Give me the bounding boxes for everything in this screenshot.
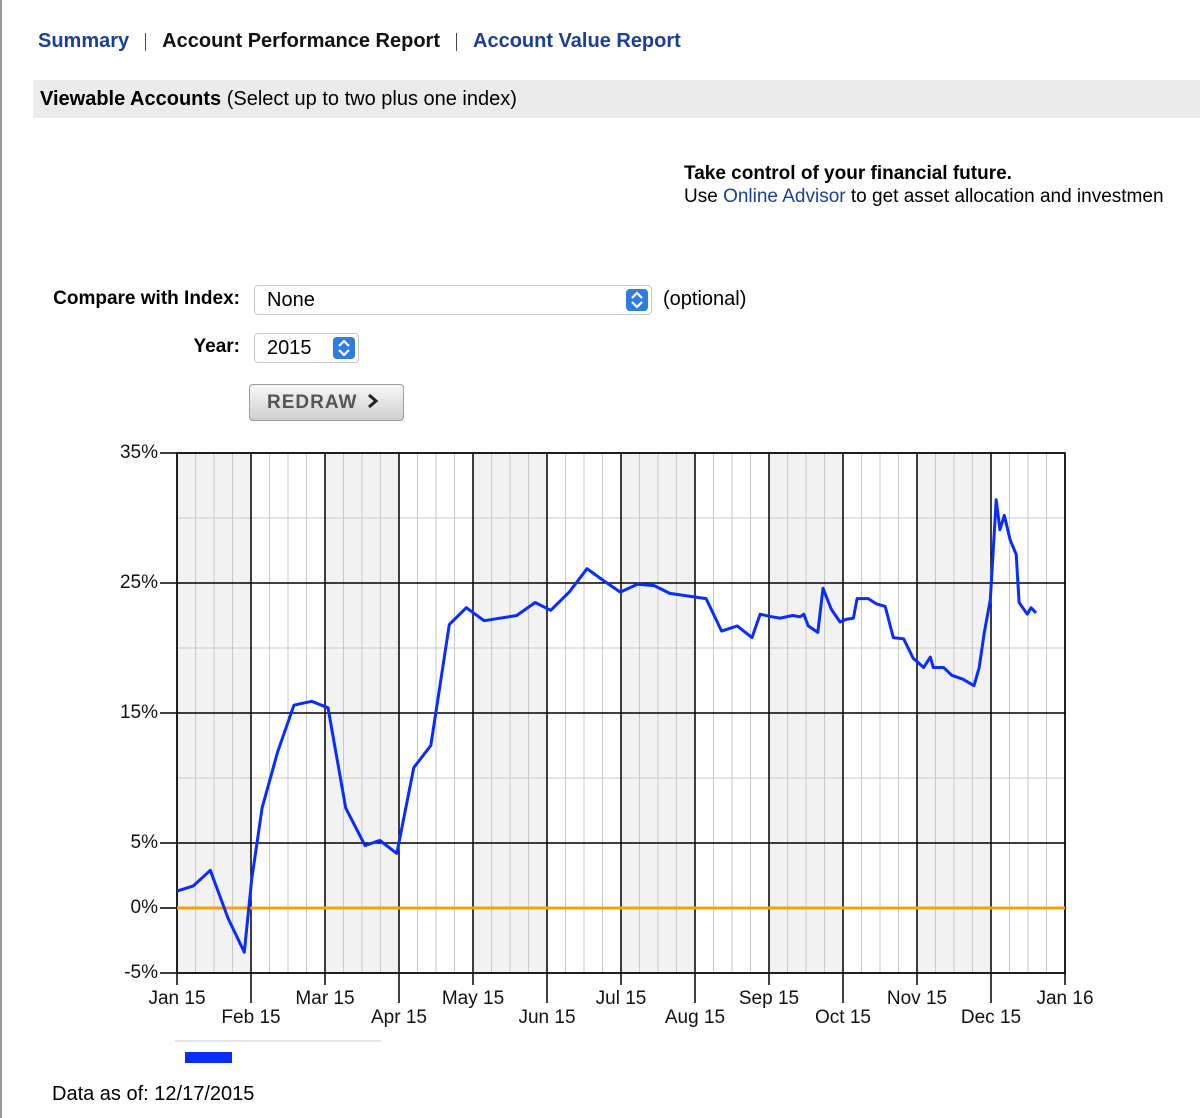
index-value: None [267, 289, 315, 311]
year-value: 2015 [267, 337, 312, 359]
accounts-bar: Viewable Accounts (Select up to two plus… [33, 80, 1200, 118]
x-tick-label: Jun 15 [518, 1007, 575, 1028]
year-select[interactable]: 2015 [254, 333, 359, 363]
y-tick-label: 35% [120, 442, 158, 463]
promo-link[interactable]: Online Advisor [723, 186, 846, 207]
nav-separator [145, 32, 147, 51]
x-tick-label: Jul 15 [596, 988, 647, 1009]
x-tick-label: Oct 15 [815, 1007, 871, 1028]
select-chevron [333, 337, 355, 359]
series-line [176, 498, 1038, 954]
chart: Jan 15 Feb 15 Mar 15 Apr 15 May 15 Jun 15 Jul … [120, 442, 1094, 1028]
nav-current[interactable]: Account Performance Report [162, 30, 440, 52]
redraw-button[interactable]: REDRAW [249, 384, 404, 421]
index-note: (optional) [663, 288, 747, 310]
promo-text: Use [684, 186, 718, 207]
x-tick-label: Jan 16 [1036, 988, 1093, 1009]
data-date: Data as of: 12/17/2015 [52, 1083, 255, 1105]
legend-swatch [185, 1052, 232, 1063]
x-tick-label: Aug 15 [665, 1007, 725, 1028]
accounts-title: Viewable Accounts [40, 88, 222, 110]
index-select[interactable]: None [254, 285, 652, 315]
nav-separator [456, 32, 457, 51]
x-tick-label: Feb 15 [221, 1007, 280, 1028]
year-label: Year: [193, 336, 240, 357]
y-tick-label: 15% [120, 702, 158, 723]
plot-frame [176, 452, 1066, 974]
x-tick-label: Nov 15 [887, 988, 947, 1009]
x-tick-label: Mar 15 [295, 988, 354, 1009]
button-arrow [368, 393, 379, 409]
legend [175, 1040, 381, 1063]
promo: Take control of your financial future. U… [684, 162, 1164, 208]
index-label: Compare with Index: [53, 288, 240, 309]
x-tick-label: Jan 15 [148, 988, 205, 1009]
y-tick-label: 0% [131, 897, 159, 918]
button-label: REDRAW [267, 392, 358, 413]
y-tick-label: -5% [124, 962, 158, 983]
x-tick-label: Dec 15 [961, 1007, 1021, 1028]
y-tick-label: 5% [131, 832, 159, 853]
accounts-hint: (Select up to two plus one index) [226, 88, 517, 110]
x-tick-label: May 15 [442, 988, 504, 1009]
x-tick-label: Sep 15 [739, 988, 799, 1009]
promo-headline: Take control of your financial future. [684, 163, 1012, 184]
promo-text: to get asset allocation and investmen [850, 186, 1164, 207]
nav-link[interactable]: Summary [38, 30, 130, 52]
y-tick-label: 25% [120, 572, 158, 593]
select-chevron [626, 289, 648, 311]
left-rule [0, 0, 2, 1118]
nav: Summary Account Performance Report Accou… [38, 30, 681, 53]
x-tick-label: Apr 15 [371, 1007, 427, 1028]
nav-link[interactable]: Account Value Report [473, 30, 681, 52]
